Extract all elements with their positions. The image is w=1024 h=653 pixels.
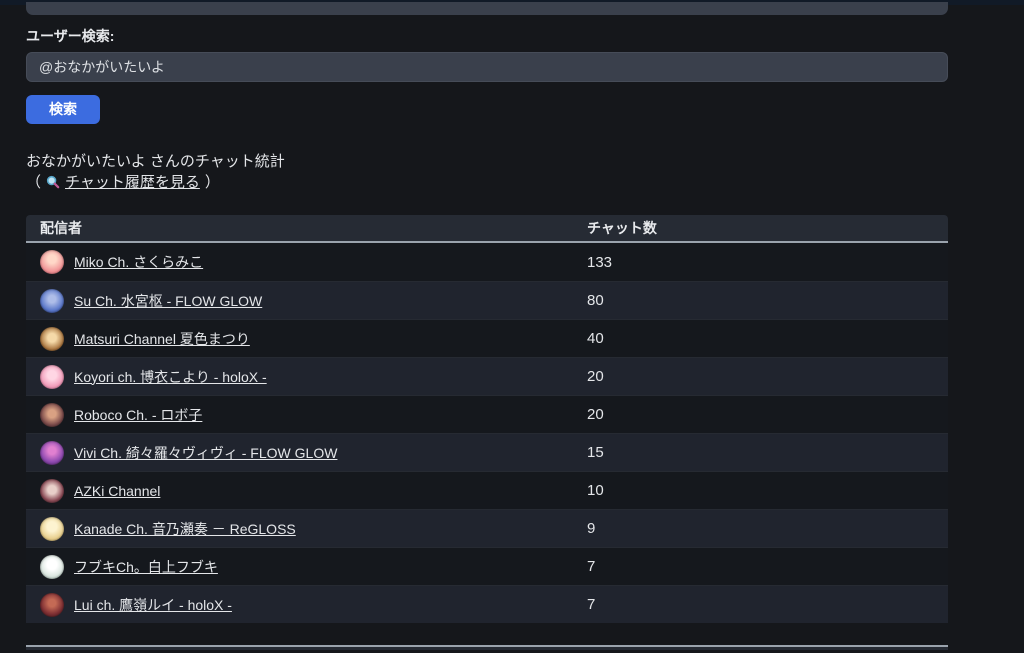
chat-stats-table: 配信者 チャット数 Miko Ch. さくらみこ 133 Su Ch. 水宮枢 … bbox=[26, 215, 948, 623]
chat-count-value: 20 bbox=[587, 368, 604, 385]
chat-count-value: 7 bbox=[587, 558, 596, 575]
streamer-cell: フブキCh。白上フブキ bbox=[26, 554, 587, 579]
streamer-channel-link[interactable]: Koyori ch. 博衣こより - holoX - bbox=[74, 368, 267, 385]
streamer-avatar bbox=[40, 250, 64, 274]
chat-count-value: 7 bbox=[587, 596, 596, 613]
streamer-cell: AZKi Channel bbox=[26, 478, 587, 503]
user-search-input[interactable] bbox=[26, 52, 948, 82]
user-search-label: ユーザー検索: bbox=[26, 28, 115, 44]
streamer-avatar bbox=[40, 326, 64, 351]
streamer-channel-link[interactable]: Roboco Ch. - ロボ子 bbox=[74, 406, 203, 423]
streamer-avatar bbox=[40, 364, 64, 389]
table-row: Kanade Ch. 音乃瀬奏 － ReGLOSS 9 bbox=[26, 509, 948, 547]
chat-count-value: 15 bbox=[587, 444, 604, 461]
chat-history-link-label: チャット履歴を見る bbox=[65, 174, 200, 191]
streamer-cell: Lui ch. 鷹嶺ルイ - holoX - bbox=[26, 592, 587, 617]
chat-count-value: 133 bbox=[587, 253, 613, 271]
streamer-avatar bbox=[40, 402, 64, 427]
table-row: Vivi Ch. 綺々羅々ヴィヴィ - FLOW GLOW 15 bbox=[26, 433, 948, 471]
table-row: Koyori ch. 博衣こより - holoX - 20 bbox=[26, 357, 948, 395]
magnifier-icon bbox=[46, 175, 60, 189]
table-header-row: 配信者 チャット数 bbox=[26, 215, 948, 243]
column-header-chat-count: チャット数 bbox=[587, 220, 657, 236]
search-button[interactable]: 検索 bbox=[26, 95, 100, 124]
streamer-cell: Kanade Ch. 音乃瀬奏 － ReGLOSS bbox=[26, 516, 587, 541]
table-row: Lui ch. 鷹嶺ルイ - holoX - 7 bbox=[26, 585, 948, 623]
streamer-cell: Miko Ch. さくらみこ bbox=[26, 250, 587, 274]
table-row: Miko Ch. さくらみこ 133 bbox=[26, 243, 948, 281]
table-row: Roboco Ch. - ロボ子 20 bbox=[26, 395, 948, 433]
streamer-cell: Vivi Ch. 綺々羅々ヴィヴィ - FLOW GLOW bbox=[26, 440, 587, 465]
streamer-cell: Su Ch. 水宮枢 - FLOW GLOW bbox=[26, 288, 587, 313]
table-row: AZKi Channel 10 bbox=[26, 471, 948, 509]
streamer-avatar bbox=[40, 592, 64, 617]
paren-open: （ bbox=[26, 174, 42, 191]
chat-count-value: 9 bbox=[587, 520, 596, 537]
table-body: Miko Ch. さくらみこ 133 Su Ch. 水宮枢 - FLOW GLO… bbox=[26, 243, 948, 623]
table-row: Matsuri Channel 夏色まつり 40 bbox=[26, 319, 948, 357]
chat-count-value: 20 bbox=[587, 406, 604, 423]
streamer-channel-link[interactable]: Su Ch. 水宮枢 - FLOW GLOW bbox=[74, 292, 263, 309]
streamer-channel-link[interactable]: フブキCh。白上フブキ bbox=[74, 558, 218, 575]
streamer-channel-link[interactable]: Matsuri Channel 夏色まつり bbox=[74, 330, 250, 347]
column-header-streamer: 配信者 bbox=[40, 220, 82, 236]
chat-count-value: 10 bbox=[587, 482, 604, 499]
streamer-avatar bbox=[40, 288, 64, 313]
cutoff-input-top[interactable] bbox=[26, 2, 948, 15]
streamer-avatar bbox=[40, 554, 64, 579]
streamer-channel-link[interactable]: Lui ch. 鷹嶺ルイ - holoX - bbox=[74, 596, 232, 613]
streamer-cell: Koyori ch. 博衣こより - holoX - bbox=[26, 364, 587, 389]
streamer-channel-link[interactable]: Kanade Ch. 音乃瀬奏 － ReGLOSS bbox=[74, 520, 296, 537]
chat-count-value: 40 bbox=[587, 330, 604, 347]
chat-stats-heading: おなかがいたいよ さんのチャット統計 bbox=[26, 153, 285, 170]
chat-history-link[interactable]: チャット履歴を見る bbox=[46, 174, 200, 191]
streamer-avatar bbox=[40, 440, 64, 465]
streamer-channel-link[interactable]: Miko Ch. さくらみこ bbox=[74, 254, 204, 270]
streamer-cell: Roboco Ch. - ロボ子 bbox=[26, 402, 587, 427]
table-row: フブキCh。白上フブキ 7 bbox=[26, 547, 948, 585]
streamer-cell: Matsuri Channel 夏色まつり bbox=[26, 326, 587, 351]
chat-count-value: 80 bbox=[587, 292, 604, 309]
streamer-avatar bbox=[40, 478, 64, 503]
streamer-channel-link[interactable]: Vivi Ch. 綺々羅々ヴィヴィ - FLOW GLOW bbox=[74, 444, 338, 461]
cutoff-next-table-top bbox=[26, 645, 948, 650]
chat-history-link-line: （ チャット履歴を見る） bbox=[26, 174, 948, 192]
streamer-channel-link[interactable]: AZKi Channel bbox=[74, 482, 161, 499]
table-row: Su Ch. 水宮枢 - FLOW GLOW 80 bbox=[26, 281, 948, 319]
paren-close: ） bbox=[204, 174, 220, 191]
streamer-avatar bbox=[40, 516, 64, 541]
main-content: ユーザー検索: 検索 おなかがいたいよ さんのチャット統計 （ チャット履歴を見る… bbox=[26, 0, 948, 650]
